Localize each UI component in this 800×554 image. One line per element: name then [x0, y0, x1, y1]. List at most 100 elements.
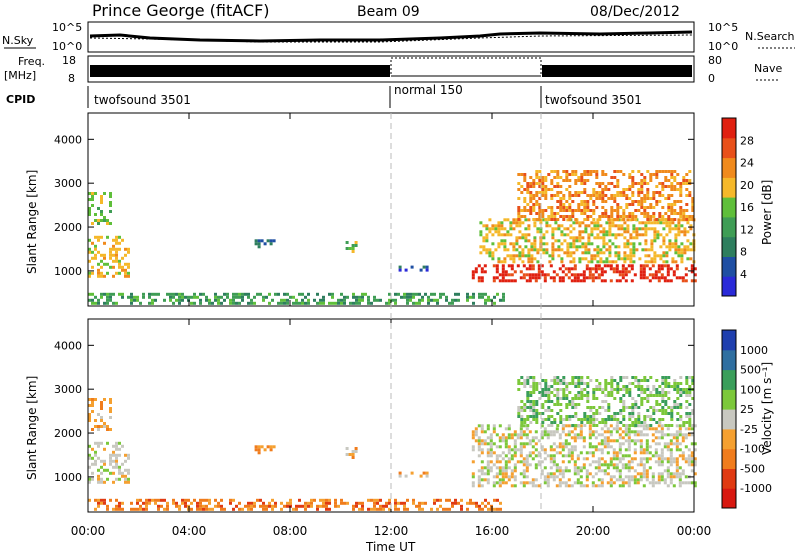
velocity-cell [507, 436, 511, 440]
power-cell [676, 188, 680, 191]
power-cell [649, 173, 653, 176]
velocity-cell [660, 430, 664, 434]
velocity-cell [558, 481, 562, 485]
power-cell [533, 242, 537, 246]
velocity-cell [504, 427, 508, 431]
velocity-cell [507, 460, 511, 464]
power-cell [361, 292, 364, 296]
power-cell [665, 245, 669, 249]
velocity-cell [489, 448, 493, 452]
velocity-cell [607, 406, 611, 409]
power-cell [573, 279, 577, 283]
velocity-cell [412, 498, 415, 502]
velocity-cell [637, 382, 641, 385]
power-cell [349, 301, 352, 305]
power-cell [394, 301, 397, 305]
power-cell [472, 292, 475, 296]
velocity-cell [325, 504, 328, 508]
power-cell [661, 185, 665, 188]
power-cell [612, 267, 616, 271]
power-cell [500, 239, 504, 243]
power-cell [559, 206, 563, 209]
velocity-cell [522, 457, 526, 461]
velocity-cell [480, 451, 484, 455]
power-cell [97, 274, 100, 278]
velocity-cell [642, 472, 646, 476]
velocity-cell [586, 421, 590, 424]
velocity-cell [351, 453, 355, 456]
power-cell [115, 271, 118, 275]
power-cell [580, 179, 584, 182]
power-cell [235, 292, 238, 296]
velocity-cell [645, 448, 649, 452]
velocity-cell [673, 385, 677, 388]
velocity-cell [106, 477, 109, 481]
velocity-cell [604, 409, 608, 412]
power-cell [430, 298, 433, 302]
power-cell [106, 235, 109, 239]
power-cell [497, 230, 501, 234]
power-cell [425, 268, 429, 272]
power-y-tick-label: 2000 [54, 221, 82, 234]
power-cell [580, 191, 584, 194]
power-cell [214, 292, 217, 296]
power-cell [91, 271, 94, 275]
velocity-cell [628, 388, 632, 391]
velocity-cell [591, 460, 595, 464]
power-cell [650, 257, 654, 261]
power-cell [538, 182, 542, 185]
power-cell [587, 233, 591, 237]
power-cell [295, 301, 298, 305]
power-cell [649, 206, 653, 209]
velocity-cell [639, 457, 643, 461]
colorbar-tick-label: 12 [740, 223, 754, 236]
velocity-cell [625, 406, 629, 409]
power-cell [610, 209, 614, 212]
velocity-cell [112, 459, 115, 463]
velocity-cell [684, 427, 688, 431]
velocity-cell [559, 409, 563, 412]
velocity-cell [199, 504, 202, 508]
velocity-cell [637, 388, 641, 391]
power-cell [301, 292, 304, 296]
power-cell [567, 270, 571, 274]
velocity-cell [532, 400, 536, 403]
power-cell [583, 179, 587, 182]
power-cell [269, 239, 273, 243]
velocity-cell [598, 412, 602, 415]
velocity-cell [666, 475, 670, 479]
power-cell [580, 182, 584, 185]
velocity-cell [640, 400, 644, 403]
velocity-cell [621, 463, 625, 467]
velocity-cell [570, 457, 574, 461]
power-cell [619, 170, 623, 173]
velocity-cell [642, 451, 646, 455]
velocity-y-tick-label: 1000 [54, 471, 82, 484]
velocity-cell [687, 454, 691, 458]
power-cell [650, 245, 654, 249]
power-cell [611, 233, 615, 237]
velocity-cell [94, 453, 97, 457]
power-cell [589, 215, 593, 218]
power-cell [649, 215, 653, 218]
velocity-cell [244, 504, 247, 508]
velocity-cell [100, 404, 103, 407]
velocity-cell [115, 441, 118, 445]
power-cell [91, 298, 94, 302]
power-cell [552, 270, 556, 274]
power-cell [529, 176, 533, 179]
velocity-cell [555, 475, 559, 479]
power-cell [626, 224, 630, 228]
velocity-cell [558, 484, 562, 488]
power-cell [621, 264, 625, 268]
power-cell [600, 279, 604, 283]
power-cell [668, 245, 672, 249]
velocity-cell [157, 504, 160, 508]
power-cell [530, 260, 534, 264]
velocity-cell [507, 427, 511, 431]
velocity-cell [552, 430, 556, 434]
velocity-cell [283, 504, 286, 508]
velocity-cell [525, 427, 529, 431]
velocity-cell [184, 501, 187, 505]
velocity-cell [433, 501, 436, 505]
